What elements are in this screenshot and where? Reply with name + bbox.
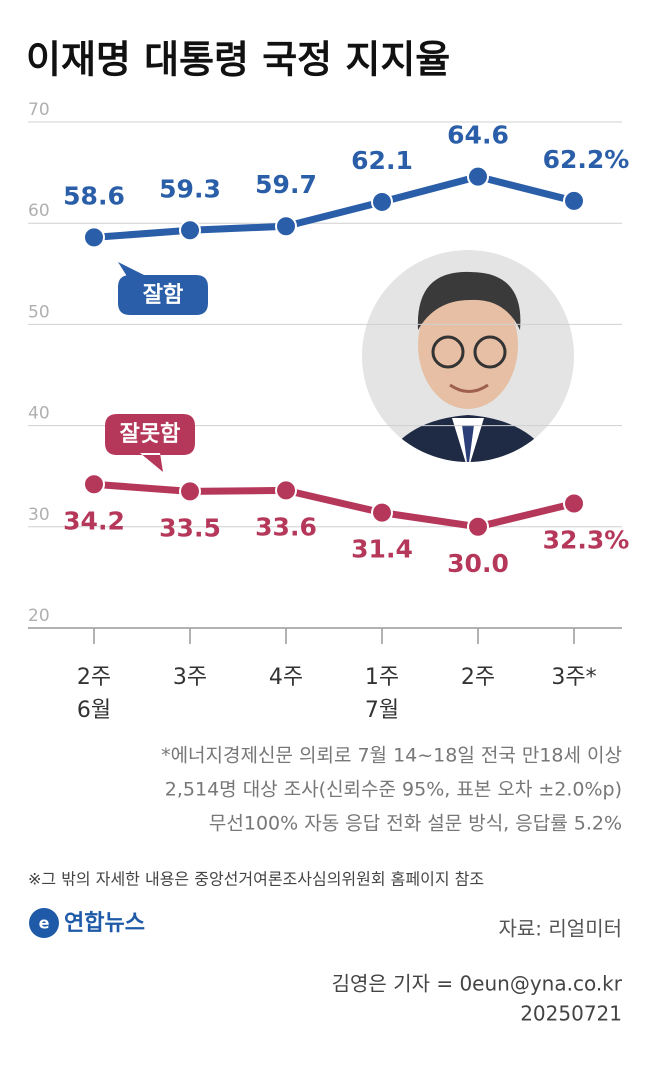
logo-icon: e [29,908,59,938]
x-tick-label: 2주 [461,665,495,690]
x-month-label: 7월 [365,698,399,723]
y-tick-label: 50 [28,302,50,322]
footnote: *에너지경제신문 의뢰로 7월 14~18일 전국 만18세 이상 [161,745,622,767]
y-tick-label: 70 [28,100,50,120]
data-label: 31.4 [351,535,413,564]
data-point [179,480,201,503]
series-line [93,173,575,241]
data-label: 59.7 [255,170,317,199]
data-label: 64.6 [447,121,509,150]
data-label: 34.2 [63,506,125,535]
x-tick-label: 2주 [77,665,111,690]
series-line [93,480,575,531]
data-label: 30.0 [447,549,509,578]
data-point [371,190,393,213]
chart-title: 이재명 대통령 국정 지지율 [26,38,450,82]
footnote: 무선100% 자동 응답 전화 설문 방식, 응답률 5.2% [209,813,622,835]
byline: 김영은 기자 = 0eun@yna.co.kr [332,972,623,996]
x-tick-label: 1주 [365,665,399,690]
data-label: 62.1 [351,146,413,175]
data-point [83,226,105,249]
footnote: 2,514명 대상 조사(신뢰수준 95%, 표본 오차 ±2.0%p) [165,779,622,801]
legend-label: 잘함 [143,283,183,308]
y-tick-label: 30 [28,505,50,525]
data-point [563,189,585,212]
data-label: 62.2% [543,145,630,174]
x-tick-label: 4주 [269,665,303,690]
data-point [275,479,297,502]
data-label: 58.6 [63,181,125,210]
data-label: 33.5 [159,513,221,542]
svg-text:e: e [39,914,50,933]
portrait [360,248,576,464]
x-month-label: 6월 [77,698,111,723]
data-point [467,165,489,188]
legend-bubble [118,262,208,315]
data-point [467,515,489,538]
y-tick-label: 20 [28,606,50,626]
brand: 연합뉴스 [64,910,145,936]
data-label: 33.6 [255,512,317,541]
legend-label: 잘못함 [120,422,181,447]
data-label: 59.3 [159,174,221,203]
date: 20250721 [520,1002,622,1026]
x-tick-label: 3주 [173,665,207,690]
y-tick-label: 40 [28,404,50,424]
x-tick-label: 3주* [551,665,596,690]
remark: ※그 밖의 자세한 내용은 중앙선거여론조사심의위원회 홈페이지 참조 [28,870,484,889]
data-point [179,219,201,242]
data-point [83,473,105,496]
y-tick-label: 60 [28,201,50,221]
data-label: 32.3% [543,526,630,555]
data-point [563,492,585,515]
data-point [275,215,297,238]
source: 자료: 리얼미터 [499,917,623,941]
legend-bubble [105,414,195,472]
data-point [371,501,393,524]
